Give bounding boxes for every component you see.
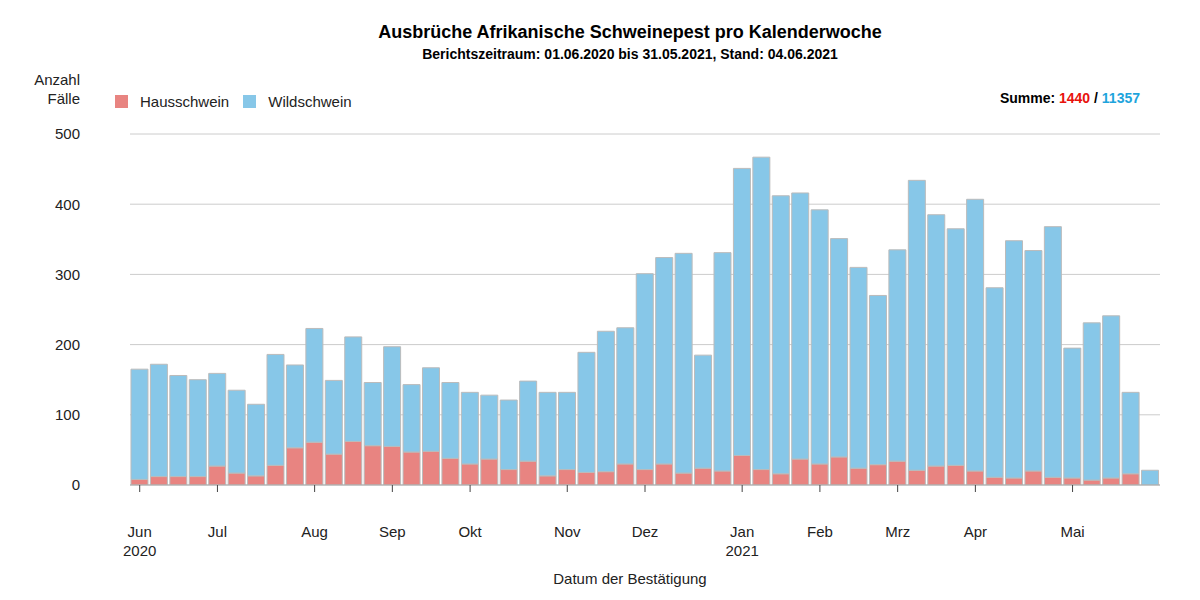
svg-text:2020: 2020 — [123, 542, 156, 559]
svg-text:100: 100 — [55, 406, 80, 423]
svg-text:Aug: Aug — [301, 523, 328, 540]
svg-text:Mrz: Mrz — [885, 523, 910, 540]
html-text:Berichtszeitraum: 01.06.2020 b: Berichtszeitraum: 01.06.2020 bis 31.05.2… — [422, 46, 838, 62]
html-text:Summe: 1440 / 11357: Summe: 1440 / 11357 — [999, 90, 1140, 106]
svg-text:2021: 2021 — [725, 542, 758, 559]
svg-text:0: 0 — [72, 476, 80, 493]
svg-text:Nov: Nov — [554, 523, 581, 540]
html-text:Anzahl: Anzahl — [34, 71, 80, 88]
svg-text:Okt: Okt — [458, 523, 482, 540]
html-text:Hausschwein: Hausschwein — [140, 93, 230, 110]
svg-text:Dez: Dez — [632, 523, 659, 540]
svg-text:200: 200 — [55, 336, 80, 353]
svg-text:500: 500 — [55, 125, 80, 142]
svg-text:Feb: Feb — [807, 523, 833, 540]
svg-text:400: 400 — [55, 196, 80, 213]
svg-text:Apr: Apr — [964, 523, 987, 540]
svg-text:Jan: Jan — [730, 523, 754, 540]
svg-text:300: 300 — [55, 266, 80, 283]
svg-text:Jun: Jun — [128, 523, 152, 540]
html-text:Ausbrüche Afrikanische Schwein: Ausbrüche Afrikanische Schweinepest pro … — [378, 22, 882, 42]
html-text:Fälle: Fälle — [47, 90, 80, 107]
svg-text:Jul: Jul — [208, 523, 227, 540]
html-text:Wildschwein: Wildschwein — [268, 93, 352, 110]
svg-text:Sep: Sep — [379, 523, 406, 540]
svg-text:Mai: Mai — [1060, 523, 1084, 540]
html-text:Datum der Bestätigung: Datum der Bestätigung — [553, 570, 707, 587]
